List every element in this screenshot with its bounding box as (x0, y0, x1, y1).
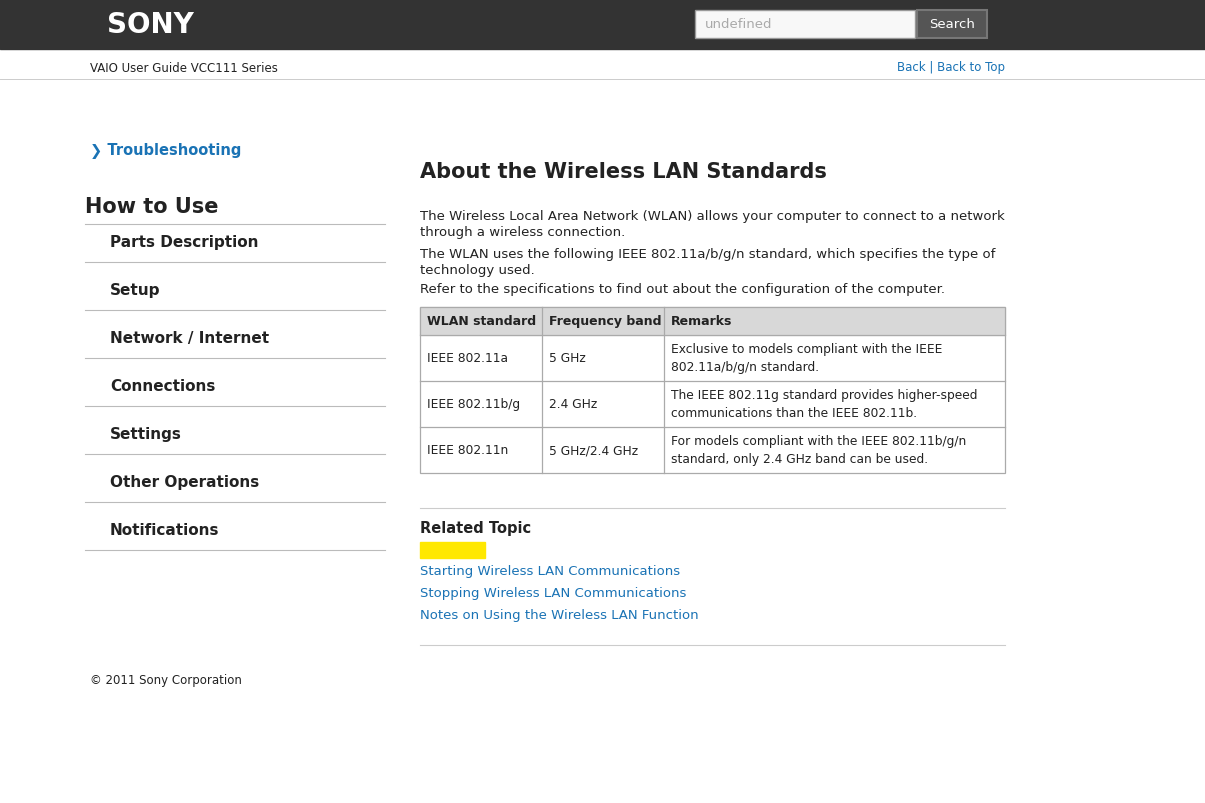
Text: For models compliant with the IEEE 802.11b/g/n
standard, only 2.4 GHz band can b: For models compliant with the IEEE 802.1… (671, 435, 966, 466)
Bar (0, 0, 1205, 50)
Text: Search: Search (929, 18, 975, 31)
Text: Back | Back to Top: Back | Back to Top (897, 61, 1005, 75)
Text: © 2011 Sony Corporation: © 2011 Sony Corporation (90, 673, 242, 686)
Bar (421, 308, 1005, 336)
Text: Related Topic: Related Topic (421, 520, 531, 536)
Text: through a wireless connection.: through a wireless connection. (421, 226, 625, 238)
Text: Settings: Settings (110, 426, 182, 442)
Text: Setup: Setup (110, 283, 160, 298)
Text: How to Use: How to Use (86, 197, 218, 217)
Text: Notifications: Notifications (110, 522, 219, 537)
Bar (421, 308, 1005, 474)
Text: 5 GHz/2.4 GHz: 5 GHz/2.4 GHz (549, 444, 639, 457)
Text: Network / Internet: Network / Internet (110, 331, 269, 345)
Text: The Wireless Local Area Network (WLAN) allows your computer to connect to a netw: The Wireless Local Area Network (WLAN) a… (421, 210, 1005, 222)
Text: About the Wireless LAN Standards: About the Wireless LAN Standards (421, 161, 827, 181)
Text: The IEEE 802.11g standard provides higher-speed
communications than the IEEE 802: The IEEE 802.11g standard provides highe… (671, 389, 977, 420)
Bar (421, 542, 484, 558)
Text: 5 GHz: 5 GHz (549, 352, 586, 365)
Bar (695, 11, 915, 39)
Text: IEEE 802.11a: IEEE 802.11a (427, 352, 509, 365)
Text: Other Operations: Other Operations (110, 475, 259, 489)
Text: Starting Wireless LAN Communications: Starting Wireless LAN Communications (421, 565, 680, 577)
Text: technology used.: technology used. (421, 263, 535, 277)
Text: 2.4 GHz: 2.4 GHz (549, 398, 598, 411)
Text: Frequency band: Frequency band (549, 315, 662, 328)
Text: undefined: undefined (705, 18, 772, 31)
Text: Parts Description: Parts Description (110, 234, 259, 250)
Text: IEEE 802.11b/g: IEEE 802.11b/g (427, 398, 521, 411)
Bar (917, 11, 987, 39)
Text: VAIO User Guide VCC111 Series: VAIO User Guide VCC111 Series (90, 61, 278, 75)
Text: Remarks: Remarks (671, 315, 733, 328)
Text: SONY: SONY (106, 11, 194, 39)
Text: ❯ Troubleshooting: ❯ Troubleshooting (90, 143, 241, 159)
Text: Stopping Wireless LAN Communications: Stopping Wireless LAN Communications (421, 586, 687, 599)
Text: IEEE 802.11n: IEEE 802.11n (427, 444, 509, 457)
Text: Refer to the specifications to find out about the configuration of the computer.: Refer to the specifications to find out … (421, 283, 945, 296)
Text: WLAN standard: WLAN standard (427, 315, 536, 328)
Text: Exclusive to models compliant with the IEEE
802.11a/b/g/n standard.: Exclusive to models compliant with the I… (671, 343, 942, 374)
Text: Connections: Connections (110, 378, 216, 393)
Text: The WLAN uses the following IEEE 802.11a/b/g/n standard, which specifies the typ: The WLAN uses the following IEEE 802.11a… (421, 247, 995, 261)
Text: Notes on Using the Wireless LAN Function: Notes on Using the Wireless LAN Function (421, 608, 699, 622)
